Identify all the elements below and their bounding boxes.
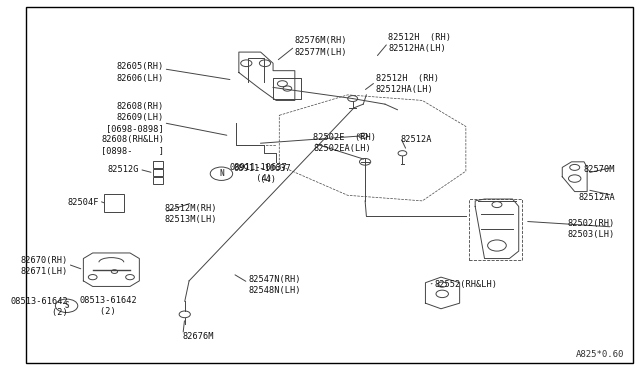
Text: 82570M: 82570M xyxy=(584,165,615,174)
Text: 82512G: 82512G xyxy=(108,165,140,174)
Text: S: S xyxy=(64,301,69,310)
Text: 82576M(RH)
82577M(LH): 82576M(RH) 82577M(LH) xyxy=(295,36,348,57)
Bar xyxy=(469,199,522,260)
Text: 08911-10637
     (4): 08911-10637 (4) xyxy=(234,164,292,184)
Text: 82670(RH)
82671(LH): 82670(RH) 82671(LH) xyxy=(20,256,68,276)
Text: 82502(RH)
82503(LH): 82502(RH) 82503(LH) xyxy=(568,219,615,239)
Text: 08513-61642
    (2): 08513-61642 (2) xyxy=(10,297,68,317)
Text: 82547N(RH)
82548N(LH): 82547N(RH) 82548N(LH) xyxy=(248,275,301,295)
Text: A825*0.60: A825*0.60 xyxy=(576,350,625,359)
Bar xyxy=(153,177,163,184)
Bar xyxy=(104,194,124,212)
Text: 82676M: 82676M xyxy=(183,332,214,341)
Text: 82512A: 82512A xyxy=(401,135,432,144)
Text: 82552(RH&LH): 82552(RH&LH) xyxy=(435,280,498,289)
Text: 82502E  (RH)
82502EA(LH): 82502E (RH) 82502EA(LH) xyxy=(314,133,376,153)
Bar xyxy=(153,169,163,176)
Text: 82504F: 82504F xyxy=(67,198,99,207)
Text: 82512AA: 82512AA xyxy=(579,193,615,202)
Text: 08513-61642
    (2): 08513-61642 (2) xyxy=(79,296,137,316)
Text: 82605(RH)
82606(LH): 82605(RH) 82606(LH) xyxy=(117,62,164,83)
Text: 82512M(RH)
82513M(LH): 82512M(RH) 82513M(LH) xyxy=(164,204,217,224)
Bar xyxy=(153,161,163,168)
Text: N: N xyxy=(219,169,224,178)
Text: 08911-10637
     (4): 08911-10637 (4) xyxy=(230,163,287,183)
Text: 82608(RH)
82609(LH)
[0698-0898]
82608(RH&LH)
[0898-     ]: 82608(RH) 82609(LH) [0698-0898] 82608(RH… xyxy=(101,102,164,155)
Text: 82512H  (RH)
82512HA(LH): 82512H (RH) 82512HA(LH) xyxy=(376,74,438,94)
Text: 82512H  (RH)
82512HA(LH): 82512H (RH) 82512HA(LH) xyxy=(388,33,451,53)
